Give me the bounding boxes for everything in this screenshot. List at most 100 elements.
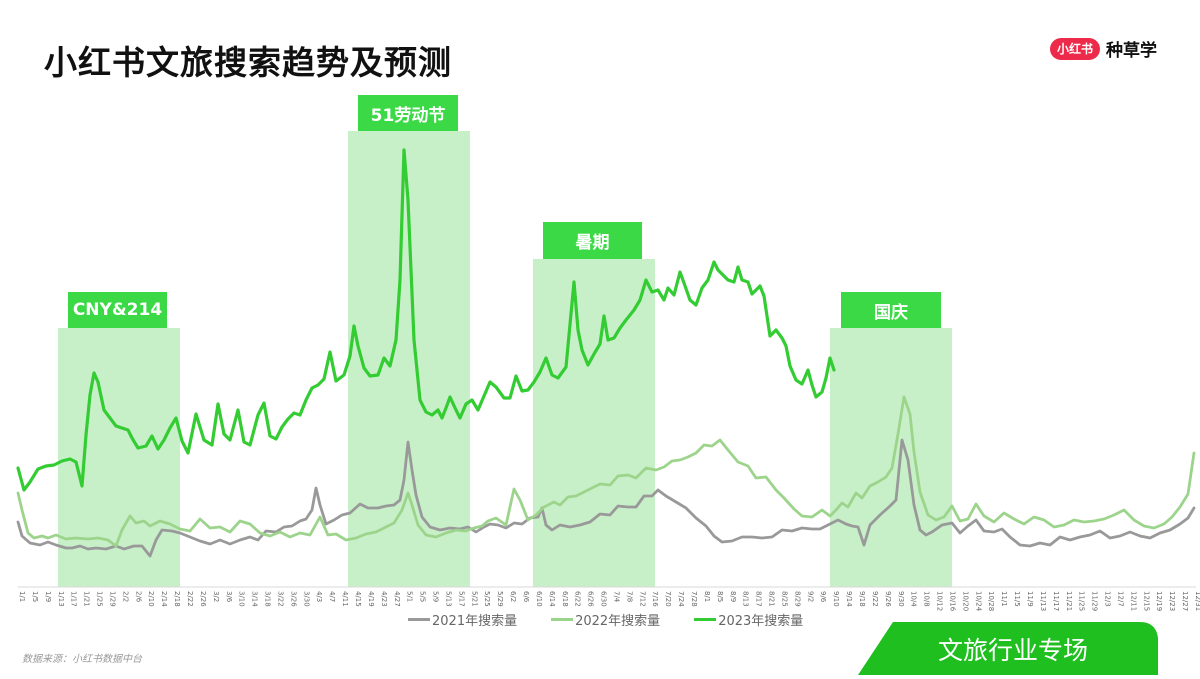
x-tick-label: 11/21 (1065, 591, 1073, 611)
x-tick-label: 12/23 (1168, 591, 1176, 611)
x-tick-label: 6/6 (522, 591, 530, 603)
legend-label-2023: 2023年搜索量 (718, 614, 804, 629)
x-tick-label: 4/7 (328, 591, 336, 602)
brand-logo: 小红书 种草学 (1050, 36, 1157, 61)
page-title: 小红书文旅搜索趋势及预测 (44, 43, 452, 82)
band-label: CNY&214 (68, 292, 167, 328)
legend-swatch-2021 (408, 618, 430, 621)
x-tick-label: 5/13 (444, 591, 452, 607)
x-tick-label: 8/1 (703, 591, 711, 602)
x-tick-label: 1/1 (18, 591, 26, 602)
x-tick-label: 7/16 (651, 591, 659, 607)
x-tick-label: 1/5 (31, 591, 39, 602)
x-tick-label: 2/26 (199, 591, 207, 607)
x-tick-label: 8/21 (768, 591, 776, 607)
x-tick-label: 3/18 (264, 591, 272, 607)
x-tick-label: 12/11 (1129, 591, 1137, 611)
x-axis-ticks: 1/1 1/5 1/9 1/13 1/17 1/21 1/25 1/29 2/2 2/6 2/10 2… (18, 591, 1200, 612)
legend-swatch-2022 (551, 618, 574, 621)
x-tick-label: 12/3 (1104, 591, 1112, 607)
x-tick-label: 11/29 (1091, 591, 1099, 611)
x-tick-label: 1/17 (70, 591, 78, 607)
x-tick-label: 11/17 (1052, 591, 1060, 611)
x-tick-label: 6/14 (548, 591, 556, 607)
x-tick-label: 3/26 (289, 591, 297, 607)
x-tick-label: 9/2 (806, 591, 814, 602)
x-tick-label: 10/16 (948, 591, 956, 612)
series-lines (16, 148, 1196, 558)
x-tick-label: 4/19 (367, 591, 375, 607)
x-tick-label: 4/15 (354, 591, 362, 607)
x-tick-label: 1/21 (83, 591, 91, 607)
holiday-bands (58, 131, 952, 587)
x-tick-label: 5/29 (496, 591, 504, 607)
x-tick-label: 8/25 (780, 591, 788, 607)
x-tick-label: 10/8 (923, 591, 931, 607)
x-tick-label: 1/13 (57, 591, 65, 607)
legend-swatch-2023 (694, 618, 717, 621)
x-tick-label: 6/2 (509, 591, 517, 602)
x-tick-label: 1/29 (108, 591, 116, 607)
band-label: 国庆 (841, 292, 941, 328)
legend-item-2023: 2023年搜索量 (694, 610, 803, 629)
x-tick-label: 4/11 (341, 591, 349, 607)
x-tick-label: 9/30 (897, 591, 905, 607)
brand-text: 种草学 (1106, 41, 1158, 61)
x-tick-label: 5/1 (406, 591, 414, 602)
x-tick-label: 3/2 (212, 591, 220, 602)
x-tick-label: 9/14 (845, 591, 853, 607)
x-tick-label: 10/24 (974, 591, 982, 612)
x-tick-label: 2/14 (160, 591, 168, 607)
x-tick-label: 2/18 (173, 591, 181, 607)
x-tick-label: 2/2 (121, 591, 129, 602)
x-tick-label: 5/17 (457, 591, 465, 607)
footer-banner: 文旅行业专场 (858, 622, 1158, 675)
x-tick-label: 1/9 (44, 591, 52, 602)
x-tick-label: 6/26 (587, 591, 595, 607)
x-tick-label: 6/18 (561, 591, 569, 607)
x-tick-label: 9/6 (819, 591, 827, 603)
x-tick-label: 5/5 (419, 591, 427, 602)
x-tick-label: 10/20 (961, 591, 969, 611)
x-tick-label: 7/12 (638, 591, 646, 607)
x-tick-label: 8/17 (755, 591, 763, 607)
x-tick-label: 3/14 (251, 591, 259, 607)
x-tick-label: 7/4 (612, 591, 620, 603)
x-tick-label: 2/22 (186, 591, 194, 607)
x-tick-label: 9/10 (832, 591, 840, 607)
x-tick-label: 3/22 (276, 591, 284, 607)
x-tick-label: 3/30 (302, 591, 310, 607)
x-tick-label: 8/9 (729, 591, 737, 602)
x-tick-label: 7/8 (625, 591, 633, 602)
x-tick-label: 9/26 (884, 591, 892, 607)
x-tick-label: 11/1 (1000, 591, 1008, 607)
x-tick-label: 5/21 (470, 591, 478, 607)
x-tick-label: 3/6 (225, 591, 233, 603)
x-tick-label: 12/19 (1155, 591, 1163, 611)
highlight-band (533, 259, 655, 587)
x-tick-label: 11/9 (1026, 591, 1034, 607)
legend-label-2021: 2021年搜索量 (432, 614, 518, 629)
x-tick-label: 12/7 (1116, 591, 1124, 607)
x-tick-label: 12/15 (1142, 591, 1150, 611)
series-line (16, 395, 1196, 548)
x-tick-label: 7/20 (664, 591, 672, 607)
band-label: 暑期 (543, 222, 642, 259)
highlight-band (830, 328, 952, 587)
x-tick-label: 2/10 (147, 591, 155, 607)
x-tick-label: 11/13 (1039, 591, 1047, 611)
highlight-band (58, 328, 180, 587)
x-tick-label: 1/25 (96, 591, 104, 607)
x-tick-label: 8/13 (742, 591, 750, 607)
x-tick-label: 11/25 (1078, 591, 1086, 611)
x-tick-label: 9/18 (858, 591, 866, 607)
x-tick-label: 2/6 (134, 591, 142, 603)
xiaohongshu-logo-badge: 小红书 (1050, 37, 1101, 60)
chart-legend: 2021年搜索量 2022年搜索量 2023年搜索量 (408, 610, 803, 629)
x-tick-label: 4/27 (393, 591, 401, 607)
x-tick-label: 10/12 (936, 591, 944, 611)
x-tick-label: 6/22 (574, 591, 582, 607)
x-tick-label: 6/10 (535, 591, 543, 607)
x-tick-label: 5/25 (483, 591, 491, 607)
